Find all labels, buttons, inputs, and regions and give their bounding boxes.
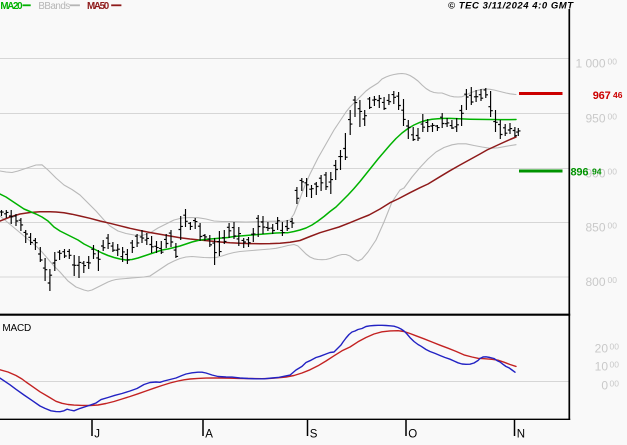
svg-text:10: 10: [595, 359, 609, 373]
svg-text:20: 20: [595, 341, 609, 355]
svg-text:© TEC 3/11/2024 4:0 GMT: © TEC 3/11/2024 4:0 GMT: [448, 1, 574, 12]
svg-text:00: 00: [608, 57, 618, 67]
svg-text:S: S: [310, 429, 318, 440]
svg-text:00: 00: [608, 221, 618, 231]
svg-text:J: J: [94, 429, 100, 440]
svg-text:O: O: [408, 429, 417, 440]
svg-text:BBands: BBands: [38, 1, 70, 12]
svg-text:MA20: MA20: [0, 1, 23, 12]
svg-text:896: 896: [571, 167, 589, 179]
svg-text:800: 800: [585, 275, 605, 289]
svg-text:950: 950: [585, 112, 605, 126]
svg-text:0: 0: [601, 378, 608, 392]
svg-text:MACD: MACD: [2, 323, 31, 334]
svg-text:00: 00: [610, 341, 620, 351]
svg-text:46: 46: [613, 90, 623, 100]
svg-text:1 000: 1 000: [575, 57, 605, 71]
svg-text:00: 00: [610, 359, 620, 369]
svg-text:00: 00: [608, 275, 618, 285]
svg-text:00: 00: [608, 167, 618, 177]
svg-text:A: A: [205, 429, 213, 440]
svg-text:00: 00: [608, 112, 618, 122]
svg-text:N: N: [517, 429, 525, 440]
svg-text:94: 94: [592, 167, 602, 177]
svg-text:00: 00: [610, 378, 620, 388]
svg-text:MA50: MA50: [87, 1, 110, 12]
svg-text:850: 850: [585, 221, 605, 235]
svg-text:967: 967: [593, 90, 611, 102]
svg-text:900: 900: [585, 167, 605, 181]
